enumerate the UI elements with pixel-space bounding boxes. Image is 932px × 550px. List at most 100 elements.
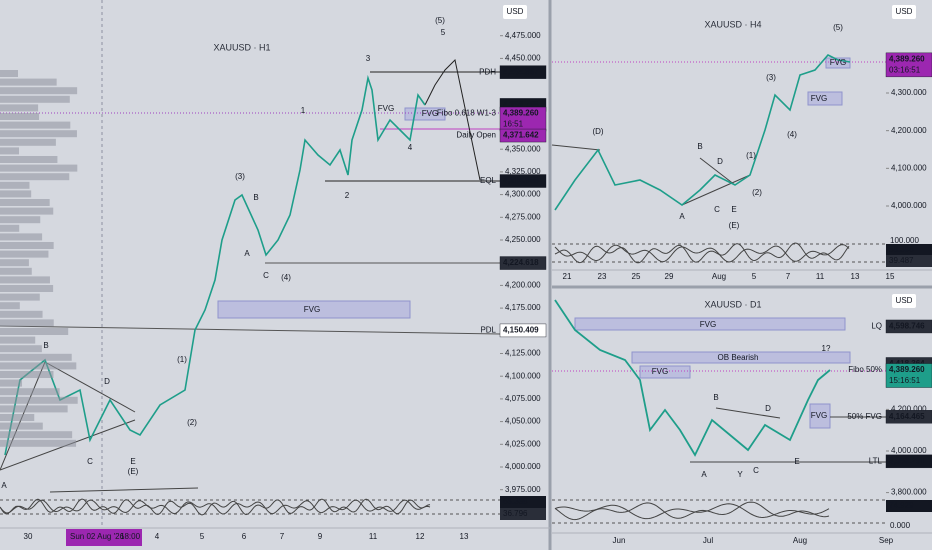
volume-profile-bar	[0, 293, 40, 301]
price-tick-label: 4,300.000	[505, 190, 541, 199]
volume-profile-bar	[0, 414, 35, 421]
volume-profile-bar	[0, 396, 78, 404]
volume-profile-bar	[0, 199, 50, 206]
volume-profile-bar	[0, 147, 20, 155]
price-tick-label: 4,475.000	[505, 31, 541, 40]
time-label: 15	[886, 272, 895, 281]
price-tag-label: 4,150.409	[503, 326, 539, 335]
volume-profile-bar	[0, 190, 32, 198]
time-label: 11	[816, 272, 825, 281]
oscillator-line	[0, 498, 431, 516]
time-label: Jul	[703, 536, 713, 545]
wave-label: (3)	[235, 172, 245, 181]
wave-label: FVG	[422, 109, 438, 118]
volume-profile-bar	[0, 70, 18, 77]
volume-profile-bar	[0, 267, 32, 275]
level-note: Daily Open	[456, 131, 496, 140]
wave-label: 1	[301, 106, 306, 115]
trend-line	[0, 325, 501, 335]
wave-label: (E)	[128, 467, 139, 476]
price-tick-label: 4,200.000	[505, 281, 541, 290]
projection-path	[424, 58, 481, 181]
level-note: Fibo 50%	[848, 365, 882, 374]
time-label: 7	[786, 272, 791, 281]
wave-label: (D)	[592, 127, 603, 136]
volume-profile-bar	[0, 207, 54, 215]
oscillator-tag	[500, 508, 546, 520]
level-note: LQ	[871, 322, 882, 331]
oscillator-tag-label: 65.338	[503, 497, 528, 506]
wave-label: (2)	[187, 418, 197, 427]
time-label: 12	[416, 532, 425, 541]
oscillator-line	[554, 503, 830, 520]
wave-label: (2)	[752, 188, 762, 197]
price-tag-label: 4,224.618	[503, 258, 539, 267]
wave-label: A	[244, 249, 250, 258]
volume-profile-bar	[0, 156, 58, 163]
time-label: 21	[563, 272, 572, 281]
wave-label: B	[253, 193, 258, 202]
wave-label: Y	[737, 470, 743, 479]
volume-profile-bar	[0, 224, 20, 232]
volume-profile-bar	[0, 379, 23, 387]
wave-label: (4)	[281, 273, 291, 282]
oscillator-tag	[500, 496, 546, 508]
oscillator-tag-label: 36.796	[503, 509, 528, 518]
wave-label: (4)	[787, 130, 797, 139]
oscillator-tag-label: 39.487	[889, 256, 914, 265]
wave-label: C	[87, 457, 93, 466]
time-label: Aug	[712, 272, 726, 281]
oscillator-tick-label: 0.000	[890, 521, 911, 530]
time-label: 5	[200, 532, 205, 541]
currency-box	[892, 5, 916, 19]
fvg-box	[217, 300, 411, 319]
wave-label: FVG	[304, 305, 320, 314]
wave-label: (5)	[833, 23, 843, 32]
level-note: Fibo 0.618 W1-3	[437, 109, 497, 118]
time-label: 9	[318, 532, 323, 541]
fvg-box	[574, 317, 846, 331]
price-tag-label: 3,950.291	[889, 456, 925, 465]
wave-label: FVG	[811, 94, 827, 103]
time-label: 13	[460, 532, 469, 541]
price-tick-label: 4,100.000	[891, 163, 927, 172]
oscillator-tag	[886, 244, 932, 256]
wave-label: 5	[441, 28, 446, 37]
volume-profile-bar	[0, 405, 68, 413]
wave-label: (1)	[746, 151, 756, 160]
wave-label: C	[714, 205, 720, 214]
price-tag	[885, 454, 932, 469]
price-tick-label: 4,000.000	[505, 462, 541, 471]
wave-label: 2	[345, 191, 350, 200]
fvg-box	[807, 91, 843, 106]
wave-label: (5)	[435, 16, 445, 25]
level-note: 50% FVG	[847, 412, 882, 421]
cursor-date-box	[66, 529, 142, 546]
wave-label: D	[717, 157, 723, 166]
wave-label: C	[753, 466, 759, 475]
price-path	[4, 74, 426, 456]
oscillator-line	[554, 244, 850, 263]
volume-profile-bar	[0, 78, 57, 86]
level-note: PDL	[480, 326, 496, 335]
level-note: EQL	[480, 176, 497, 185]
wave-label: E	[130, 457, 135, 466]
wave-label: C	[263, 271, 269, 280]
volume-profile-bar	[0, 121, 71, 129]
wave-label: (E)	[729, 221, 740, 230]
time-label: 4	[155, 532, 160, 541]
fvg-box	[809, 403, 831, 429]
wave-label: D	[104, 377, 110, 386]
price-tag	[885, 410, 932, 424]
time-label: 11	[369, 532, 378, 541]
wave-label: A	[1, 481, 7, 490]
fvg-box	[825, 57, 851, 69]
price-tick-label: 4,050.000	[505, 417, 541, 426]
price-tick-label: 4,325.000	[505, 167, 541, 176]
wave-label: OB Bearish	[718, 353, 759, 362]
price-tick-label: 4,025.000	[505, 439, 541, 448]
volume-profile-bar	[0, 328, 69, 335]
wave-label: FVG	[378, 104, 394, 113]
price-tick-label: 4,125.000	[505, 349, 541, 358]
